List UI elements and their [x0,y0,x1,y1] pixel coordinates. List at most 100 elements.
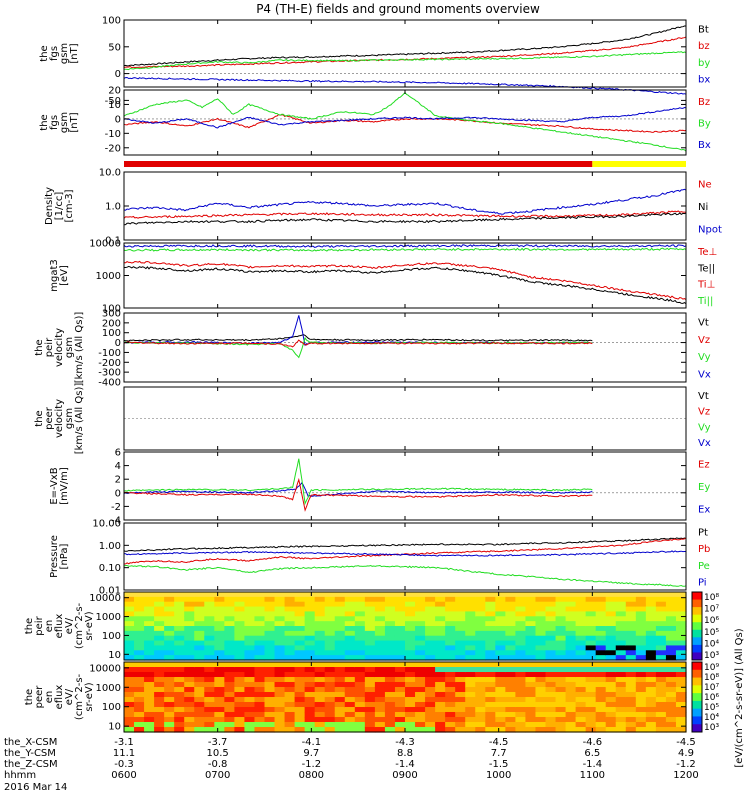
spectrogram-cell [625,611,637,617]
spectrogram-cell [675,672,687,678]
spectrogram-cell [575,650,587,656]
spectrogram-cell [124,601,135,608]
spectrogram-cell [254,616,266,622]
spectrogram-cell [445,616,456,622]
spectrogram-cell [264,630,276,637]
spectrogram-cell [234,727,246,733]
spectrogram-cell [314,645,326,651]
spectrogram-cell [515,717,527,723]
spectrogram-cell [585,601,597,608]
spectrogram-cell [244,677,256,683]
spectrogram-cell [364,662,376,668]
spectrogram-cell [565,722,577,728]
spectrogram-cell [164,722,175,728]
spectrogram-cell [234,650,246,656]
spectrogram-cell [354,640,366,647]
spectrogram-cell [475,596,486,603]
spectrogram-cell [615,606,627,613]
spectrogram-cell [334,635,346,642]
spectrogram-cell [194,687,205,693]
spectrogram-cell [565,650,577,656]
y-axis-label: (cm^2-s- [74,673,85,720]
spectrogram-cell [184,687,195,693]
spectrogram-cell [645,667,657,673]
spectrogram-cell [234,596,246,603]
spectrogram-cell [545,702,557,708]
spectrogram-cell [675,616,687,622]
spectrogram-cell [475,677,486,683]
spectrogram-cell [344,616,356,622]
spectrogram-cell [635,630,647,637]
spectrogram-cell [384,717,396,723]
spectrogram-cell [204,687,215,693]
spectrogram-cell [174,682,185,688]
spectrogram-cell [425,592,436,598]
y-tick-label: -4 [111,516,121,527]
spectrogram-cell [364,702,376,708]
spectrogram-cell [234,677,246,683]
spectrogram-cell [545,630,557,637]
spectrogram-cell [655,655,667,661]
series-line-Pb [123,537,687,565]
spectrogram-cell [595,611,607,617]
spectrogram-cell [374,630,386,637]
spectrogram-cell [204,697,215,703]
spectrogram-cell [475,722,486,728]
spectrogram-cell [354,611,366,617]
spectrogram-cell [344,722,356,728]
spectrogram-cell [194,672,205,678]
spectrogram-cell [254,667,266,673]
y-axis-label: [1/cc] [54,192,65,221]
spectrogram-cell [214,626,225,632]
spectrogram-cell [124,672,135,678]
spectrogram-cell [274,692,286,698]
spectrogram-cell [505,687,516,693]
spectrogram-cell [565,672,577,678]
spectrogram-cell [334,596,346,603]
spectrogram-cell [485,640,496,647]
spectrogram-cell [615,727,627,733]
y-axis-label: [eV] [59,265,70,286]
spectrogram-cell [455,672,466,678]
spectrogram-cell [625,662,637,668]
spectrogram-cell [284,640,296,647]
spectrogram-cell [665,697,677,703]
spectrogram-cell [435,682,446,688]
spectrogram-cell [384,630,396,637]
spectrogram-cell [575,621,587,627]
spectrogram-cell [394,650,406,656]
spectrogram-cell [485,677,496,683]
spectrogram-cell [354,592,366,598]
spectrogram-cell [224,645,235,651]
spectrogram-cell [224,697,235,703]
spectrogram-cell [445,650,456,656]
spectrogram-cell [324,635,336,642]
spectrogram-cell [224,717,235,723]
spectrogram-cell [435,717,446,723]
y-tick-label: 0 [115,338,121,349]
spectrogram-cell [675,645,687,651]
spectrogram-cell [224,727,235,733]
spectrogram-cell [435,662,446,668]
spectrogram-cell [124,662,135,668]
spectrogram-cell [535,722,547,728]
spectrogram-cell [505,667,516,673]
spectrogram-cell [294,667,306,673]
spectrogram-cell [575,717,587,723]
spectrogram-cell [645,712,657,718]
spectrogram-cell [364,640,376,647]
spectrogram-cell [495,697,506,703]
spectrogram-cell [364,727,376,733]
spectrogram-cell [445,601,456,608]
spectrogram-cell [585,672,597,678]
spectrogram-cell [154,682,165,688]
spectrogram-cell [314,626,326,632]
y-tick-label: 10 [108,100,121,111]
spectrogram-cell [124,692,135,698]
spectrogram-cell [214,630,225,637]
spectrogram-cell [324,667,336,673]
spectrogram-cell [214,616,225,622]
spectrogram-cell [445,687,456,693]
spectrogram-cell [394,592,406,598]
